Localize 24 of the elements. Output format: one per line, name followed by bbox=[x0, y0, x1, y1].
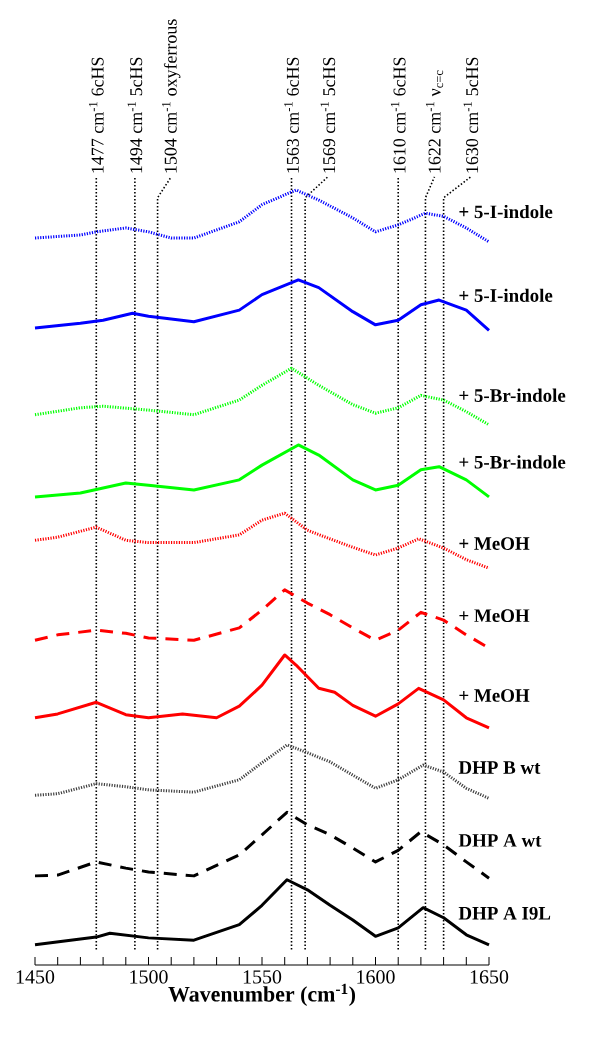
ref-line-label: 1494 cm$^{-1}$ 5cHS bbox=[127, 57, 143, 173]
series-label: + MeOH bbox=[459, 689, 530, 702]
x-tick-label: 1650 bbox=[470, 970, 509, 984]
x-tick-label: 1500 bbox=[130, 970, 168, 984]
series-label: + 5-I-indole bbox=[459, 204, 553, 219]
x-tick-label: 1600 bbox=[357, 970, 395, 984]
series-label: + MeOH bbox=[459, 537, 530, 550]
series-label: DHP A wt bbox=[458, 834, 542, 847]
x-axis-title: Wavenumber (cm$^{-1}$) bbox=[168, 983, 356, 1007]
ref-line-label: 1630 cm$^{-1}$ 5cHS bbox=[463, 57, 479, 173]
x-tick-label: 1550 bbox=[243, 970, 282, 984]
ref-line-label: 1622 cm$^{-1}$ ν$_{c=c}$ bbox=[425, 70, 444, 173]
ref-line-label: 1563 cm$^{-1}$ 6cHS bbox=[284, 57, 299, 173]
x-tick-label: 1450 bbox=[16, 970, 55, 984]
ref-line-label: 1477 cm$^{-1}$ 6cHS bbox=[88, 57, 104, 173]
series-label: + MeOH bbox=[459, 609, 530, 623]
series-label: + 5-Br-indole bbox=[459, 388, 566, 402]
series-label: + 5-I-indole bbox=[459, 288, 553, 302]
series-label: DHP B wt bbox=[458, 761, 541, 774]
series-label: + 5-Br-indole bbox=[459, 455, 566, 469]
series-label: DHP A I9L bbox=[458, 906, 551, 920]
ref-line-label: 1504 cm$^{-1}$ oxyferrous bbox=[162, 19, 181, 173]
ref-line-label: 1610 cm$^{-1}$ 6cHS bbox=[390, 57, 406, 173]
ref-line-label: 1569 cm$^{-1}$ 5cHS bbox=[320, 57, 336, 173]
